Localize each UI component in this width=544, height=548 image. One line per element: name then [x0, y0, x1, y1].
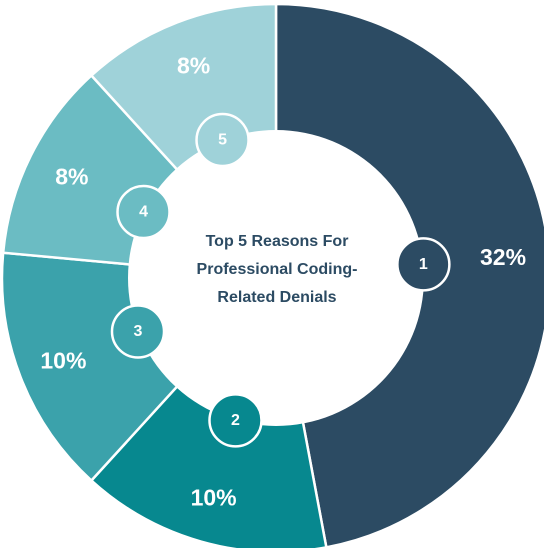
chart-title-line-2: Professional Coding-: [196, 261, 358, 278]
slice-2-badge-number: 2: [231, 412, 240, 429]
slice-3-badge-circle: [110, 304, 166, 359]
chart-title: Top 5 Reasons For Professional Coding- R…: [172, 228, 382, 312]
slice-4-badge-number: 4: [139, 204, 148, 221]
slice-5-percent-label: 8%: [177, 52, 210, 78]
slice-1-percent-label: 32%: [480, 244, 526, 270]
slice-number-badges: 1 2 3 4 5: [110, 112, 451, 448]
slice-2-percent-label: 10%: [191, 484, 237, 510]
slice-3-badge-number: 3: [134, 323, 143, 340]
slice-2-badge: 2: [208, 393, 263, 448]
chart-title-line-3: Related Denials: [217, 289, 337, 306]
slice-5-badge: 5: [195, 112, 250, 168]
slice-4-percent-label: 8%: [55, 163, 88, 189]
slice-4-badge: 4: [116, 184, 171, 240]
slice-percent-labels: 32% 10% 10% 8% 8%: [40, 52, 526, 510]
donut-hole: [128, 130, 424, 426]
chart-title-line-1: Top 5 Reasons For: [205, 233, 349, 250]
slice-1-badge-circle: [396, 237, 451, 292]
slice-2-badge-circle: [208, 393, 263, 448]
slice-3-percent-label: 10%: [40, 347, 86, 373]
slice-1-badge-number: 1: [419, 256, 428, 273]
slice-5-badge-circle: [195, 112, 250, 168]
slice-4-badge-circle: [116, 184, 171, 240]
slice-1-badge: 1: [396, 237, 451, 292]
slice-5-badge-number: 5: [218, 131, 227, 148]
slice-3-badge: 3: [110, 304, 166, 359]
